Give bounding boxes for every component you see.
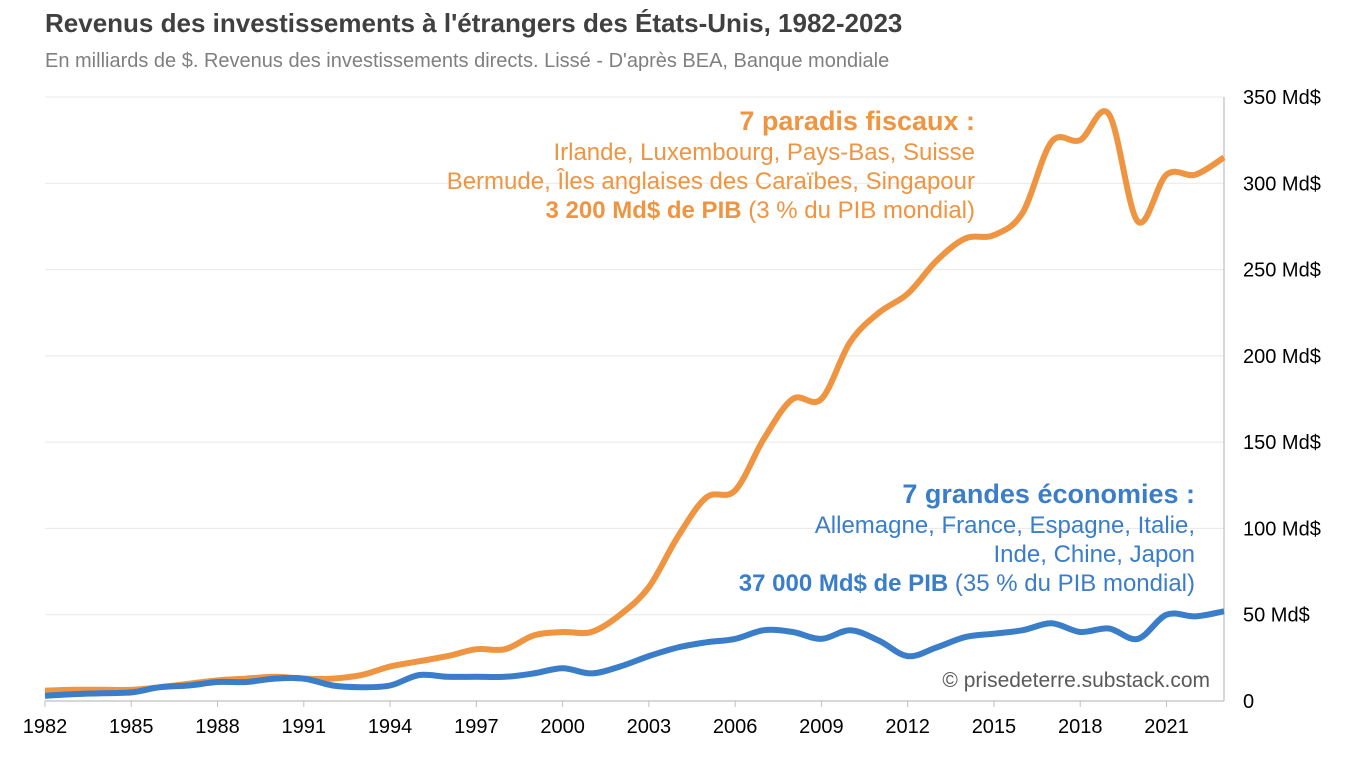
annotation-heading: 7 paradis fiscaux : (739, 106, 975, 136)
y-tick-label: 350 Md$ (1243, 87, 1321, 109)
x-tick-label: 1997 (454, 716, 499, 738)
x-tick-label: 2003 (627, 716, 672, 738)
x-tick-label: 1985 (109, 716, 154, 738)
annotation-heading: 7 grandes économies : (902, 479, 1195, 509)
y-tick-label: 200 Md$ (1243, 346, 1321, 368)
annotation-gdp: 37 000 Md$ de PIB (35 % du PIB mondial) (739, 569, 1195, 598)
x-tick-label: 2018 (1058, 716, 1103, 738)
x-tick-label: 1994 (368, 716, 413, 738)
annotation-gdp-share: (35 % du PIB mondial) (948, 570, 1195, 597)
chart-title: Revenus des investissements à l'étranger… (45, 8, 903, 38)
series-line-grandes (44, 608, 1225, 699)
annotation-gdp-value: 3 200 Md$ de PIB (545, 197, 742, 224)
series-lines (44, 108, 1226, 699)
annotation-line: Bermude, Îles anglaises des Caraïbes, Si… (446, 168, 975, 195)
x-tick-label: 2009 (799, 716, 844, 738)
x-tick-label: 2015 (972, 716, 1017, 738)
annotation-gdp-share: (3 % du PIB mondial) (741, 197, 975, 224)
y-tick-label: 50 Md$ (1243, 605, 1310, 627)
y-tick-label: 0 (1243, 691, 1254, 713)
y-tick-label: 250 Md$ (1243, 260, 1321, 282)
annotation-grandes-economies: 7 grandes économies : Allemagne, France,… (739, 477, 1195, 598)
annotation-line: Inde, Chine, Japon (993, 541, 1195, 568)
y-axis-ticks: 0 50 Md$ 100 Md$ 150 Md$ 200 Md$ 250 Md$ 300 M… (1243, 87, 1321, 713)
y-tick-label: 300 Md$ (1243, 173, 1321, 195)
credit-watermark: © prisedeterre.substack.com (942, 669, 1210, 692)
annotation-gdp: 3 200 Md$ de PIB (3 % du PIB mondial) (447, 196, 975, 225)
x-tick-label: 1988 (195, 716, 240, 738)
annotation-paradis-fiscaux: 7 paradis fiscaux : Irlande, Luxembourg,… (447, 104, 975, 225)
y-tick-label: 150 Md$ (1243, 432, 1321, 454)
annotation-gdp-value: 37 000 Md$ de PIB (738, 570, 949, 597)
y-tick-label: 100 Md$ (1243, 518, 1321, 540)
x-tick-label: 2021 (1144, 716, 1189, 738)
x-tick-label: 1982 (23, 716, 68, 738)
gridlines (45, 96, 1224, 616)
series-line-paradis (44, 108, 1226, 694)
chart-subtitle: En milliards de $. Revenus des investiss… (45, 50, 890, 72)
x-tick-label: 1991 (282, 716, 327, 738)
x-tick-label: 2006 (713, 716, 758, 738)
x-tick-label: 2000 (540, 716, 585, 738)
annotation-line: Irlande, Luxembourg, Pays-Bas, Suisse (553, 139, 975, 166)
x-tick-label: 2012 (885, 716, 930, 738)
annotation-line: Allemagne, France, Espagne, Italie, (814, 512, 1195, 539)
x-axis-ticks: 1982 1985 1988 1991 1994 1997 2000 2003 2006 2009… (23, 701, 1189, 738)
